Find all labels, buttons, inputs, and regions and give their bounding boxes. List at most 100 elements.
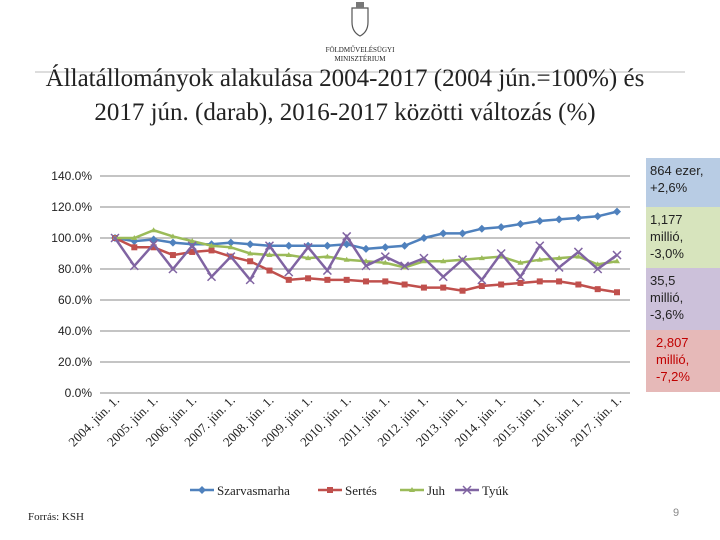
marker — [496, 248, 506, 259]
marker — [517, 259, 524, 265]
marker — [305, 255, 312, 261]
marker — [477, 224, 486, 233]
annotation-bg — [646, 330, 720, 392]
marker — [478, 255, 485, 261]
marker — [612, 250, 622, 260]
marker — [458, 255, 468, 265]
marker — [381, 243, 390, 252]
annotation-box: 1,177 millió, -3,0% — [646, 207, 720, 275]
marker — [168, 238, 177, 247]
marker — [419, 234, 428, 242]
marker — [169, 252, 176, 259]
marker — [497, 223, 506, 232]
marker — [305, 275, 312, 282]
marker — [458, 229, 467, 238]
annotation-box: 864 ezer, +2,6% — [646, 158, 720, 207]
marker — [594, 261, 601, 267]
marker — [573, 247, 583, 257]
y-tick-label: 20.0% — [58, 355, 92, 369]
y-tick-label: 60.0% — [58, 293, 92, 307]
marker — [556, 255, 563, 261]
legend-marker — [409, 487, 415, 492]
series — [110, 231, 622, 285]
source: Forrás: KSH — [28, 511, 84, 523]
marker — [593, 212, 602, 221]
marker — [536, 256, 543, 262]
marker — [208, 242, 215, 248]
marker — [131, 244, 138, 251]
marker — [226, 252, 236, 262]
marker — [556, 278, 563, 285]
y-tick-label: 120.0% — [51, 200, 92, 214]
annotation-text: 35,5 — [650, 273, 675, 288]
marker — [380, 252, 390, 262]
marker — [131, 235, 138, 240]
annotation-text: -3,0% — [650, 246, 684, 261]
marker — [246, 240, 255, 249]
marker — [264, 241, 274, 251]
marker — [189, 248, 196, 255]
logo — [351, 2, 369, 37]
marker — [322, 266, 332, 276]
marker — [400, 261, 410, 271]
legend-item: Tyúk — [455, 483, 509, 498]
annotation-text: millió, — [650, 290, 683, 305]
y-tick-label: 100.0% — [51, 231, 92, 245]
marker — [168, 264, 178, 274]
ministry: MINISZTÉRIUM — [335, 55, 387, 63]
marker — [324, 276, 331, 283]
page-number: 9 — [673, 507, 679, 519]
marker — [419, 253, 429, 263]
marker — [535, 241, 545, 251]
marker — [207, 272, 217, 282]
marker — [208, 247, 215, 254]
marker — [342, 231, 352, 241]
marker — [613, 207, 621, 216]
marker — [555, 215, 564, 224]
marker — [324, 253, 331, 259]
marker — [594, 286, 601, 293]
annotation-text: 1,177 — [650, 212, 683, 227]
marker — [303, 242, 313, 252]
marker — [516, 220, 525, 229]
marker — [284, 241, 293, 250]
y-tick-label: 140.0% — [51, 169, 92, 183]
legend-label: Sertés — [345, 483, 377, 498]
marker — [363, 278, 369, 285]
marker — [535, 216, 544, 225]
marker — [362, 244, 370, 253]
marker — [382, 278, 389, 285]
marker — [515, 272, 525, 282]
marker — [245, 275, 255, 285]
marker — [574, 213, 583, 222]
marker — [459, 287, 466, 294]
marker — [382, 259, 389, 265]
ministry: FÖLDMŰVELÉSÜGYI — [326, 46, 396, 54]
marker — [477, 275, 487, 285]
marker — [517, 279, 524, 286]
marker — [169, 233, 176, 239]
marker — [323, 241, 332, 250]
marker — [593, 264, 603, 274]
marker — [189, 238, 196, 244]
marker — [150, 244, 157, 251]
marker — [478, 283, 485, 290]
annotation-box: 2,807 millió, -7,2% — [646, 330, 720, 392]
marker — [284, 267, 294, 277]
legend-item: Sertés — [318, 483, 377, 498]
marker — [536, 278, 543, 285]
legend-marker — [198, 486, 206, 494]
legend-item: Juh — [400, 483, 446, 498]
marker — [266, 267, 273, 274]
marker — [226, 238, 235, 247]
y-tick-label: 0.0% — [65, 386, 93, 400]
annotation-text: +2,6% — [650, 180, 688, 195]
marker — [110, 233, 120, 243]
marker — [343, 276, 350, 283]
marker — [187, 241, 197, 251]
marker — [361, 261, 371, 271]
marker — [420, 258, 427, 264]
chart-title: Állatállományok alakulása 2004-2017 (200… — [45, 65, 645, 126]
marker — [149, 239, 159, 249]
